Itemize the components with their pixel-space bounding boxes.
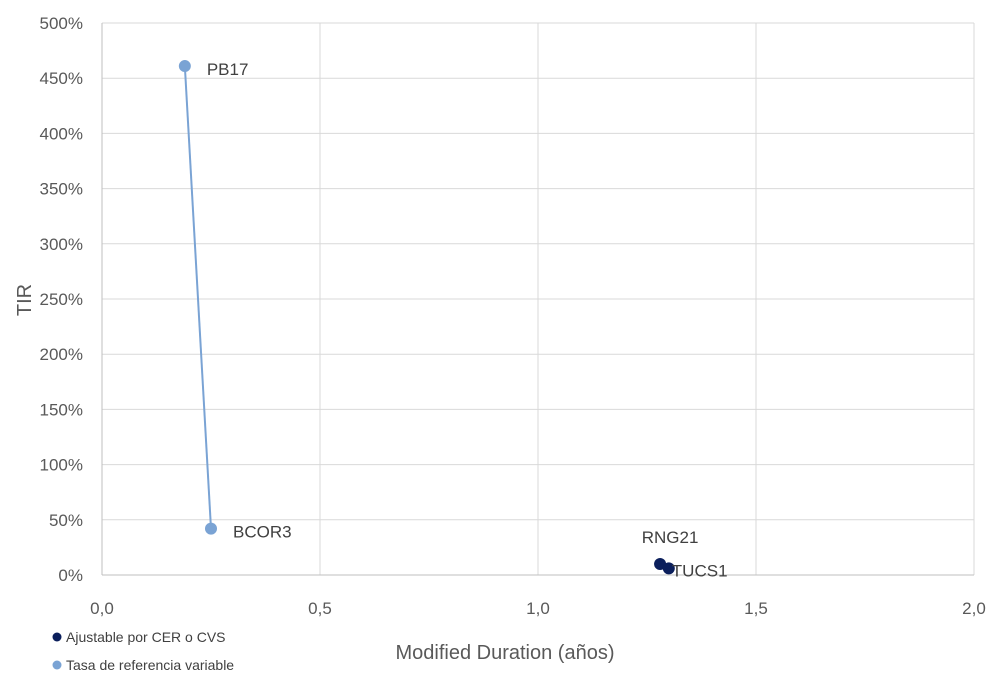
y-tick-label: 350% xyxy=(40,180,83,199)
data-point-label: TUCS1 xyxy=(672,561,728,580)
data-point-labels: RNG21 TUCS1 PB17 BCOR3 xyxy=(207,60,728,580)
series-line xyxy=(183,65,212,529)
data-points xyxy=(178,60,675,575)
x-tick-label: 1,5 xyxy=(744,599,768,618)
legend-marker-tasa-variable xyxy=(52,660,62,670)
y-tick-label: 500% xyxy=(40,14,83,33)
data-point xyxy=(662,562,675,575)
series-lines xyxy=(183,65,212,529)
y-tick-label: 300% xyxy=(40,235,83,254)
x-tick-label: 2,0 xyxy=(962,599,986,618)
legend: Ajustable por CER o CVS Tasa de referenc… xyxy=(52,629,234,673)
data-point xyxy=(178,60,191,73)
legend-item-tasa-variable: Tasa de referencia variable xyxy=(52,657,234,673)
legend-label-ajustable: Ajustable por CER o CVS xyxy=(66,629,226,645)
data-point-label: BCOR3 xyxy=(233,523,292,542)
y-tick-label: 50% xyxy=(49,511,83,530)
y-tick-label: 250% xyxy=(40,290,83,309)
x-axis-title: Modified Duration (años) xyxy=(396,642,615,664)
legend-item-ajustable: Ajustable por CER o CVS xyxy=(52,629,226,645)
x-tick-label: 0,5 xyxy=(308,599,332,618)
y-tick-label: 0% xyxy=(58,566,83,585)
data-point-label: RNG21 xyxy=(642,528,699,547)
data-point xyxy=(205,522,217,535)
y-axis-title: TIR xyxy=(14,284,36,316)
x-tick-label: 0,0 xyxy=(90,599,114,618)
y-tick-label: 200% xyxy=(40,345,83,364)
y-tick-labels: 0% 50% 100% 150% 200% 250% 300% 350% 400% 450% 500… xyxy=(40,14,83,585)
y-tick-label: 400% xyxy=(40,124,83,143)
x-tick-label: 1,0 xyxy=(526,599,550,618)
axes xyxy=(101,23,974,576)
data-point-label: PB17 xyxy=(207,60,249,79)
y-tick-label: 150% xyxy=(40,400,83,419)
legend-label-tasa-variable: Tasa de referencia variable xyxy=(66,657,234,673)
y-tick-label: 450% xyxy=(40,69,83,88)
legend-marker-ajustable xyxy=(52,632,62,642)
x-tick-labels: 0,0 0,5 1,0 1,5 2,0 xyxy=(90,599,986,618)
y-tick-label: 100% xyxy=(40,456,83,475)
gridlines xyxy=(102,22,975,575)
